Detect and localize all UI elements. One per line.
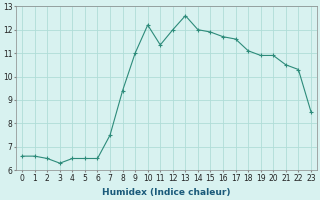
X-axis label: Humidex (Indice chaleur): Humidex (Indice chaleur) <box>102 188 231 197</box>
